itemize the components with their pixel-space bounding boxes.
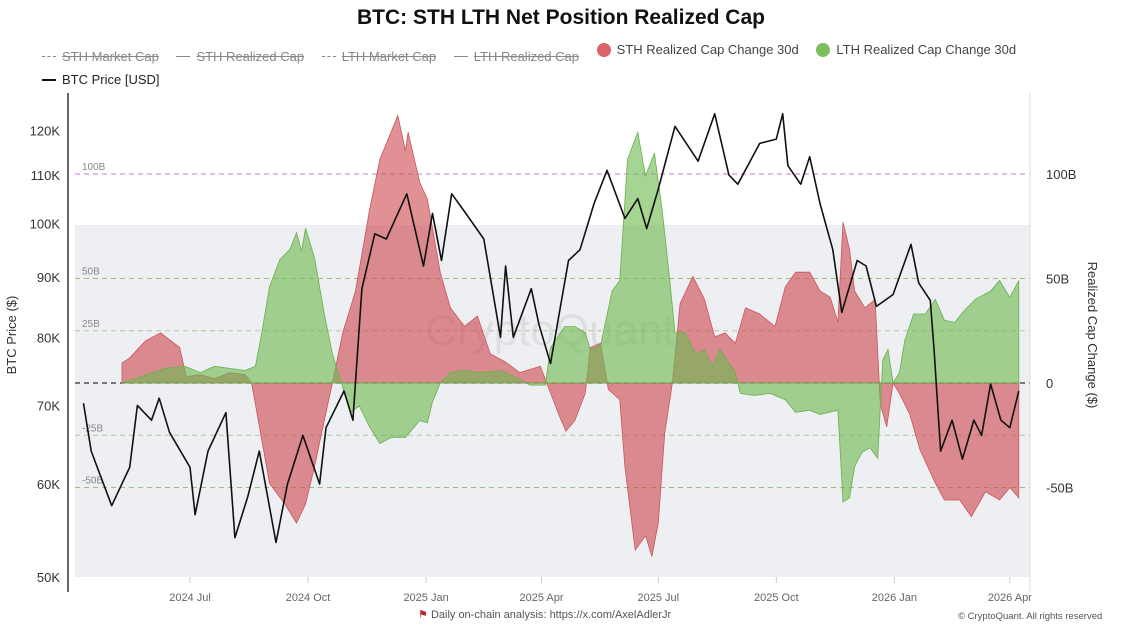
legend-label: STH Realized Cap [196, 48, 305, 64]
right-axis-tick: -50B [1046, 481, 1073, 496]
left-axis-tick: 80K [37, 330, 60, 345]
green-dot-icon [816, 43, 831, 57]
legend-label: STH Market Cap [62, 48, 159, 64]
legend-label: LTH Realized Cap [473, 48, 580, 64]
x-axis-tick: 2025 Jan [403, 592, 448, 604]
reference-line-label: -50B [82, 476, 103, 487]
line-icon [453, 56, 468, 57]
dashed-line-icon [321, 56, 336, 57]
red-dot-icon [596, 43, 611, 57]
legend-label: BTC Price [USD] [62, 71, 160, 87]
left-axis-tick: 90K [37, 270, 60, 285]
copyright: © CryptoQuant. All rights reserved [958, 611, 1103, 622]
legend-item-btc-price[interactable]: BTC Price [USD] [42, 70, 160, 90]
legend-item-sth-market-cap[interactable]: STH Market Cap [42, 47, 159, 67]
legend-item-lth-realized-cap[interactable]: LTH Realized Cap [453, 47, 580, 67]
x-axis-tick: 2026 Jan [872, 592, 917, 604]
x-axis-tick: 2024 Jul [169, 592, 211, 604]
reference-line-label: 100B [82, 162, 106, 173]
left-axis-tick: 120K [30, 124, 61, 139]
reference-line-label: -25B [82, 423, 103, 434]
line-icon [42, 78, 56, 81]
legend-item-sth-realized-cap[interactable]: STH Realized Cap [176, 47, 304, 67]
x-axis-tick: 2024 Oct [286, 592, 331, 604]
x-axis-tick: 2025 Apr [520, 592, 564, 604]
right-axis-title: Realized Cap Change ($) [1085, 262, 1100, 409]
footer-analysis-label: Daily on-chain analysis: [430, 609, 547, 621]
legend-item-lth-change[interactable]: LTH Realized Cap Change 30d [816, 40, 1016, 60]
legend-item-sth-change[interactable]: STH Realized Cap Change 30d [596, 40, 799, 60]
legend: STH Market Cap STH Realized Cap LTH Mark… [42, 40, 1102, 90]
lth-realized-cap-change-area [121, 130, 1020, 503]
right-axis-tick: 100B [1046, 167, 1076, 182]
left-axis-tick: 60K [37, 477, 60, 492]
footer-analysis-link[interactable]: https://x.com/AxelAdlerJr [549, 609, 672, 621]
left-axis-tick: 70K [37, 398, 60, 413]
left-axis-title: BTC Price ($) [4, 296, 19, 375]
left-axis-tick: 50K [37, 570, 60, 585]
flag-icon: ⚑ [418, 609, 428, 621]
chart-title: BTC: STH LTH Net Position Realized Cap [357, 6, 765, 29]
legend-label: STH Realized Cap Change 30d [616, 42, 799, 57]
dash-dot-line-icon [42, 56, 56, 57]
x-axis-tick: 2025 Jul [637, 592, 679, 604]
line-icon [176, 56, 191, 57]
legend-label: LTH Market Cap [341, 48, 437, 64]
left-axis-tick: 110K [31, 168, 61, 183]
legend-label: LTH Realized Cap Change 30d [836, 42, 1017, 57]
right-axis-tick: 50B [1046, 272, 1069, 287]
x-axis-tick: 2026 Apr [988, 592, 1032, 604]
legend-item-lth-market-cap[interactable]: LTH Market Cap [321, 47, 437, 67]
reference-line-label: 50B [82, 267, 100, 278]
footer-analysis: ⚑ Daily on-chain analysis: https://x.com… [418, 608, 671, 621]
right-axis-tick: 0 [1046, 376, 1053, 391]
btc-price-line [82, 113, 1020, 544]
left-axis-tick: 100K [30, 216, 61, 231]
reference-line-label: 25B [82, 319, 100, 330]
x-axis-tick: 2025 Oct [754, 592, 799, 604]
